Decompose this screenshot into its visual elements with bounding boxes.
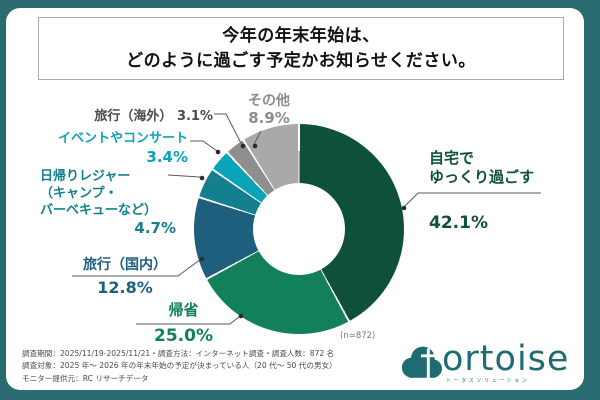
label-other: その他 8.9%: [233, 93, 305, 127]
label-other-name: その他: [248, 93, 290, 109]
label-kisei-name: 帰省: [168, 301, 199, 319]
label-overseas-pct: 3.1%: [176, 109, 213, 124]
label-daytrip-line1: 日帰りレジャー: [40, 169, 131, 184]
tortoise-logo-text: ortoise: [442, 339, 570, 379]
label-kisei: 帰省 25.0%: [136, 301, 231, 345]
label-overseas: 旅行（海外） 3.1%: [60, 105, 213, 124]
survey-footnotes: 調査期間：2025/11/19-2025/11/21・調査方法：インターネット調…: [22, 348, 352, 385]
donut-hole: [253, 183, 345, 275]
label-daytrip-line3: バーベキューなど）: [40, 203, 158, 218]
label-overseas-name: 旅行（海外）: [94, 109, 173, 124]
label-home: 自宅で ゆっくり過ごす 42.1%: [429, 149, 559, 233]
label-home-line2: ゆっくり過ごす: [429, 168, 535, 186]
label-daytrip-pct: 4.7%: [134, 219, 176, 237]
label-home-pct: 42.1%: [429, 213, 488, 233]
label-event: イベントやコンサート 3.4%: [40, 131, 188, 165]
label-event-name: イベントやコンサート: [57, 131, 188, 146]
label-domestic: 旅行（国内） 12.8%: [72, 257, 178, 296]
survey-period-line: 調査期間：2025/11/19-2025/11/21・調査方法：インターネット調…: [22, 349, 335, 358]
sample-size-note: (n=872): [340, 331, 376, 341]
survey-target-line: 調査対象：2025 年～ 2026 年の年末年始の予定が決まっている人（20 代…: [22, 361, 337, 371]
label-daytrip-line2: （キャンプ・: [40, 186, 118, 201]
label-kisei-pct: 25.0%: [154, 326, 213, 346]
label-other-pct: 8.9%: [248, 109, 290, 127]
chart-title-line2: どのように過ごす予定かお知らせください。: [126, 50, 476, 71]
label-domestic-pct: 12.8%: [97, 278, 153, 297]
chart-title-line1: 今年の年末年始は、: [222, 25, 380, 46]
tortoise-logo: ortoise トータスソリューション: [398, 339, 578, 387]
label-daytrip: 日帰りレジャー （キャンプ・ バーベキューなど） 4.7%: [40, 168, 176, 237]
label-home-line1: 自宅で: [429, 149, 475, 167]
label-domestic-name: 旅行（国内）: [83, 257, 167, 273]
chart-title-box: 今年の年末年始は、 どのように過ごす予定かお知らせください。: [38, 17, 564, 80]
label-event-pct: 3.4%: [146, 148, 188, 166]
tortoise-cloud-icon: [401, 346, 442, 380]
tortoise-logo-subtext: トータスソリューション: [446, 378, 530, 384]
survey-monitor-line: モニター提供元：RC リサーチデータ: [22, 373, 149, 383]
